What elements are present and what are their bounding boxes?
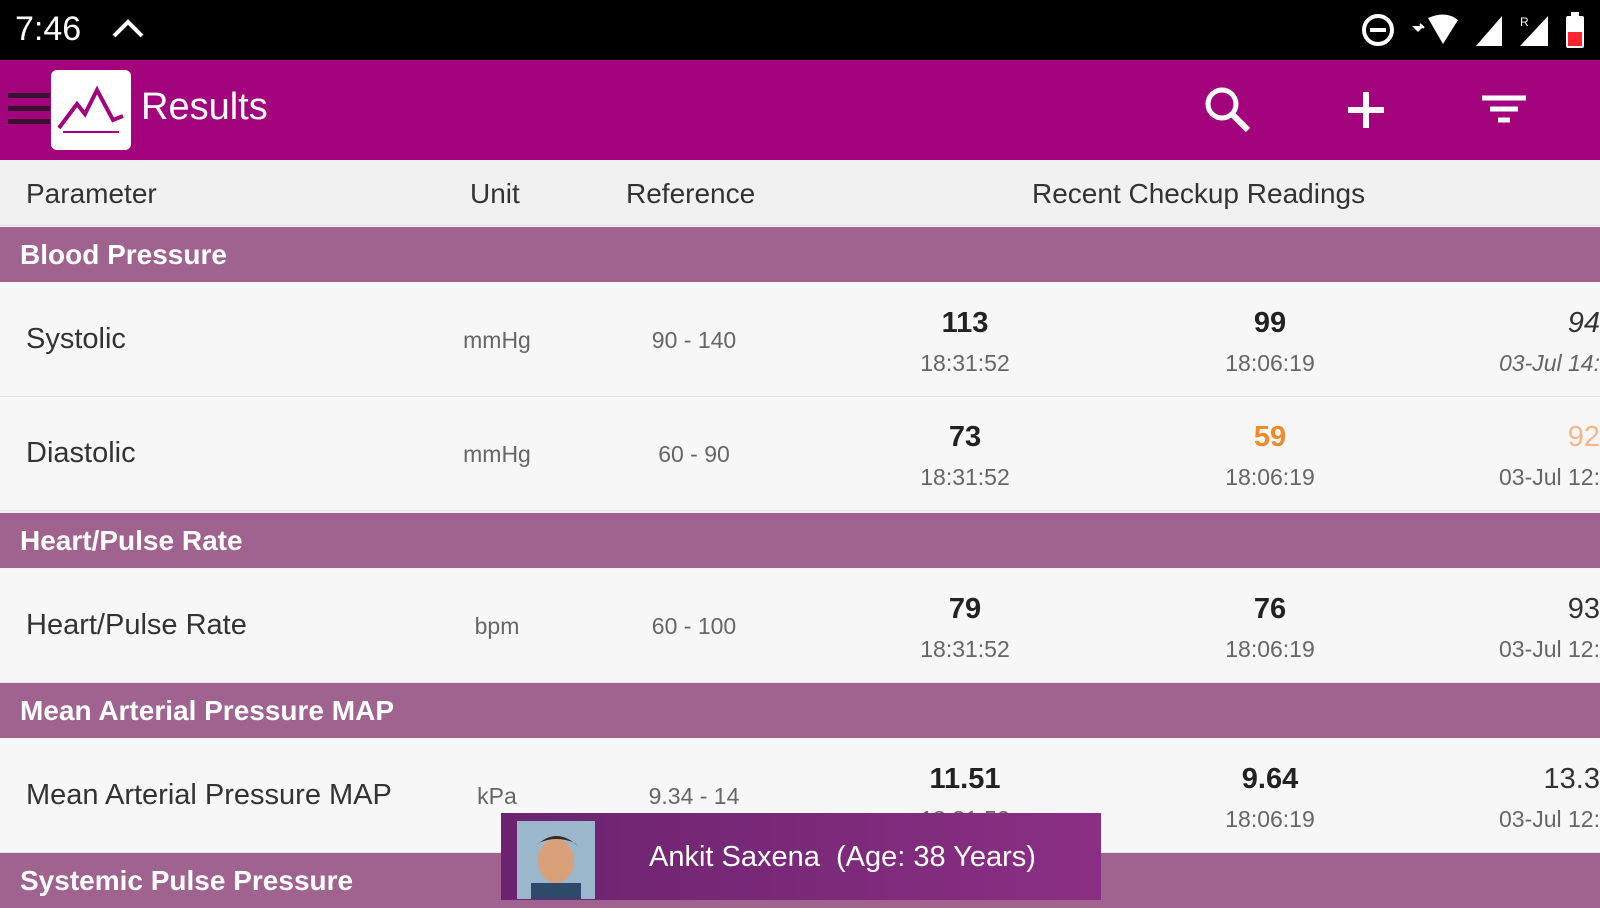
- parameter-unit: mmHg: [463, 327, 531, 353]
- section-header[interactable]: Mean Arterial Pressure MAP: [0, 683, 1600, 738]
- status-time: 7:46: [15, 10, 82, 48]
- menu-icon[interactable]: [8, 93, 50, 127]
- reading-time: 18:06:19: [1225, 350, 1315, 376]
- patient-banner[interactable]: Ankit Saxena (Age: 38 Years): [501, 813, 1101, 900]
- parameter-name: Systolic: [26, 323, 126, 355]
- table-header: Parameter Unit Reference Recent Checkup …: [0, 160, 1600, 226]
- reading-value: 99: [1253, 307, 1287, 339]
- reading-time: 18:31:52: [920, 350, 1010, 376]
- reading-cell[interactable]: 73 18:31:52: [865, 397, 1065, 491]
- header-reference: Reference: [626, 178, 756, 209]
- reading-cell[interactable]: 93 03-Jul 12:: [1460, 569, 1600, 663]
- battery-icon: [1566, 12, 1584, 48]
- reading-cell[interactable]: 92 03-Jul 12:: [1460, 397, 1600, 491]
- patient-avatar: [517, 821, 595, 899]
- reading-time: 03-Jul 12:: [1498, 806, 1600, 832]
- reference-range: 9.34 - 14: [648, 783, 740, 809]
- reference-range: 90 - 140: [651, 327, 737, 353]
- reading-value: 76: [1253, 593, 1287, 625]
- reading-cell[interactable]: 113 18:31:52: [865, 283, 1065, 377]
- section-header[interactable]: Blood Pressure: [0, 227, 1600, 282]
- parameter-name: Mean Arterial Pressure MAP: [26, 779, 392, 811]
- reading-time: 03-Jul 12:: [1498, 636, 1600, 662]
- parameter-name: Heart/Pulse Rate: [26, 609, 247, 641]
- reading-cell[interactable]: 13.3 03-Jul 12:: [1460, 739, 1600, 833]
- reading-value-abnormal: 92: [1567, 421, 1600, 453]
- reference-range: 60 - 90: [658, 441, 730, 467]
- reading-value: 113: [941, 307, 989, 339]
- reading-value: 11.51: [929, 763, 1001, 795]
- patient-age: (Age: 38 Years): [836, 841, 1036, 873]
- roaming-signal-icon: R: [1520, 15, 1548, 46]
- add-icon[interactable]: [1338, 82, 1394, 138]
- reading-time: 18:31:52: [920, 636, 1010, 662]
- section-title: Heart/Pulse Rate: [20, 525, 243, 556]
- do-not-disturb-icon: [1362, 14, 1394, 46]
- patient-name-age: Ankit Saxena (Age: 38 Years): [649, 841, 1036, 874]
- reading-time: 03-Jul 12:: [1498, 464, 1600, 490]
- app-bar: [0, 60, 1600, 160]
- patient-name: Ankit Saxena: [649, 841, 820, 873]
- header-unit: Unit: [470, 178, 520, 209]
- section-title: Blood Pressure: [20, 239, 227, 270]
- section-title: Mean Arterial Pressure MAP: [20, 695, 394, 726]
- reading-value-abnormal: 59: [1253, 421, 1287, 453]
- parameter-name: Diastolic: [26, 437, 136, 469]
- page-title: Results: [141, 86, 268, 128]
- parameter-unit: bpm: [474, 613, 520, 639]
- section-title: Systemic Pulse Pressure: [20, 865, 354, 896]
- signal-icon: [1476, 16, 1502, 46]
- reading-value: 94: [1567, 307, 1600, 339]
- reading-value: 79: [948, 593, 982, 625]
- table-row[interactable]: Diastolic mmHg 60 - 90 73 18:31:52 59 18:0…: [0, 397, 1600, 511]
- reading-time: 18:06:19: [1225, 636, 1315, 662]
- reading-cell[interactable]: 59 18:06:19: [1170, 397, 1370, 491]
- reading-cell[interactable]: 94 03-Jul 14:: [1460, 283, 1600, 377]
- reading-value: 9.64: [1241, 763, 1299, 795]
- parameter-unit: mmHg: [463, 441, 531, 467]
- reading-cell[interactable]: 76 18:06:19: [1170, 569, 1370, 663]
- reading-time: 18:31:52: [920, 464, 1010, 490]
- table-row[interactable]: Systolic mmHg 90 - 140 113 18:31:52 99 18:…: [0, 283, 1600, 397]
- search-icon[interactable]: [1200, 82, 1256, 138]
- reading-value: 73: [948, 421, 982, 453]
- status-bar: 7:46 R: [0, 0, 1600, 60]
- reading-cell[interactable]: 99 18:06:19: [1170, 283, 1370, 377]
- parameter-unit: kPa: [477, 783, 517, 809]
- table-row[interactable]: Heart/Pulse Rate bpm 60 - 100 79 18:31:52…: [0, 569, 1600, 683]
- reading-time: 18:06:19: [1225, 806, 1315, 832]
- reading-cell[interactable]: 9.64 18:06:19: [1170, 739, 1370, 833]
- reading-cell[interactable]: 79 18:31:52: [865, 569, 1065, 663]
- svg-text:R: R: [1520, 15, 1529, 29]
- wifi-icon: [1412, 14, 1458, 44]
- header-readings: Recent Checkup Readings: [1032, 178, 1366, 209]
- filter-icon[interactable]: [1476, 82, 1532, 138]
- section-header[interactable]: Heart/Pulse Rate: [0, 513, 1600, 568]
- app-logo: [51, 70, 131, 150]
- reference-range: 60 - 100: [651, 613, 737, 639]
- header-parameter: Parameter: [26, 178, 157, 209]
- reading-time: 03-Jul 14:: [1498, 350, 1600, 376]
- reading-value: 13.3: [1543, 763, 1600, 795]
- reading-value: 93: [1567, 593, 1600, 625]
- notification-caret-icon: [112, 19, 144, 38]
- reading-time: 18:06:19: [1225, 464, 1315, 490]
